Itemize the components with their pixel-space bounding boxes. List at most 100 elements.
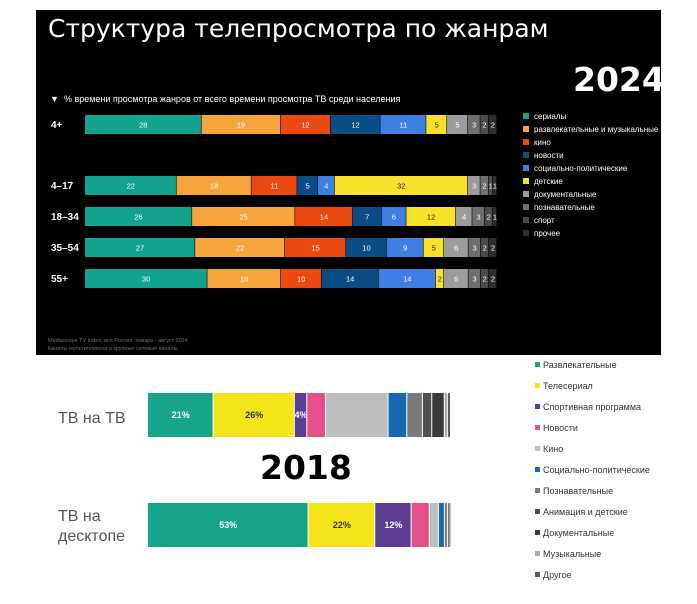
bar-value-label-2024: 19 (237, 121, 245, 130)
legend-swatch-2018 (535, 551, 540, 556)
bar-value-label-2024: 1 (489, 182, 493, 191)
source-line-2: Каналы мультиплексов и крупные сетевые к… (48, 346, 178, 352)
bar-segment-2024 (297, 176, 318, 195)
row-label-2024: 35–54 (51, 243, 79, 254)
legend-swatch-2024 (523, 165, 529, 171)
bar-value-label-2024: 2 (482, 121, 486, 130)
legend-swatch-2018 (535, 572, 540, 577)
bar-segment-2018 (438, 503, 444, 547)
bar-segment-2024 (85, 207, 192, 226)
legend-label-2018: Новости (543, 423, 578, 433)
legend-label-2024: документальные (534, 190, 597, 199)
bar-segment-2024 (455, 207, 472, 226)
bar-segment-2024 (467, 115, 480, 134)
bar-value-label-2024: 9 (403, 244, 407, 253)
legend-label-2018: Телесериал (543, 381, 593, 391)
bar-value-label-2024: 5 (306, 182, 310, 191)
bar-value-label-2024: 18 (210, 182, 218, 191)
legend-label-2024: спорт (534, 216, 555, 225)
bar-segment-2018 (148, 393, 213, 437)
bar-segment-2024 (192, 207, 295, 226)
subtitle-text: % времени просмотра жанров от всего врем… (63, 94, 401, 104)
legend-label-2018: Анимация и детские (543, 507, 628, 517)
bar-value-label-2018: 21% (172, 410, 190, 420)
bar-segment-2024 (346, 238, 387, 257)
legend-label-2024: кино (534, 138, 551, 147)
bar-segment-2018 (447, 503, 449, 547)
bar-value-label-2024: 2 (483, 275, 487, 284)
bar-segment-2024 (492, 176, 497, 195)
legend-swatch-2024 (523, 139, 529, 145)
bar-value-label-2018: 4% (295, 410, 308, 420)
row-label-2024: 55+ (51, 274, 68, 285)
row-label-2024: 4+ (51, 120, 63, 131)
bar-segment-2018 (432, 393, 444, 437)
legend-label-2024: развлекательные и музыкальные (534, 125, 659, 134)
bar-segment-2024 (330, 115, 380, 134)
bar-segment-2018 (375, 503, 411, 547)
bar-value-label-2018: 53% (219, 520, 237, 530)
bar-value-label-2024: 18 (240, 275, 248, 284)
bar-segment-2024 (334, 176, 468, 195)
bar-segment-2024 (484, 207, 493, 226)
chart-2024-subtitle: ▼ % времени просмотра жанров от всего вр… (50, 94, 400, 104)
bar-value-label-2024: 27 (136, 244, 144, 253)
bar-value-label-2024: 1 (493, 213, 497, 222)
bar-value-label-2024: 22 (236, 244, 244, 253)
bar-segment-2024 (472, 207, 485, 226)
bar-value-label-2024: 2 (438, 275, 442, 284)
legend-label-2024: новости (534, 151, 564, 160)
legend-label-2018: Другое (543, 570, 572, 580)
legend-swatch-2024 (523, 204, 529, 210)
bar-segment-2018 (294, 393, 307, 437)
legend-swatch-2024 (523, 126, 529, 132)
bar-value-label-2024: 5 (455, 121, 459, 130)
bar-value-label-2024: 25 (239, 213, 247, 222)
bar-segment-2018 (449, 503, 451, 547)
row-label-2018: ТВ на десктопе (58, 508, 125, 545)
source-line-1: Mediascope TV Index, вся Россия, январь … (48, 338, 188, 344)
legend-swatch-2018 (535, 383, 540, 388)
row-label-2024: 18–34 (51, 212, 79, 223)
bar-segment-2024 (201, 115, 280, 134)
bar-segment-2024 (423, 238, 444, 257)
legend-swatch-2018 (535, 530, 540, 535)
bar-value-label-2024: 1 (493, 182, 497, 191)
bar-segment-2024 (480, 176, 489, 195)
legend-label-2018: Кино (543, 444, 563, 454)
bar-segment-2018 (308, 503, 375, 547)
bar-segment-2024 (467, 176, 480, 195)
bar-value-label-2024: 7 (365, 213, 369, 222)
bar-segment-2018 (326, 393, 388, 437)
bar-segment-2024 (280, 269, 321, 288)
bar-segment-2024 (435, 269, 444, 288)
bar-value-label-2024: 14 (320, 213, 328, 222)
bar-value-label-2018: 12% (384, 520, 402, 530)
bar-value-label-2024: 11 (399, 121, 407, 130)
bar-segment-2024 (176, 176, 251, 195)
bar-value-label-2024: 3 (472, 182, 476, 191)
chart-2024-title: Структура телепросмотра по жанрам (48, 14, 549, 43)
legend-label-2024: социально-политические (534, 164, 628, 173)
bar-segment-2018 (407, 393, 422, 437)
bar-value-label-2024: 11 (270, 182, 278, 191)
bar-value-label-2024: 12 (427, 213, 435, 222)
bar-value-label-2024: 10 (362, 244, 370, 253)
bar-segment-2024 (295, 207, 353, 226)
bar-segment-2024 (380, 115, 426, 134)
bar-value-label-2024: 28 (139, 121, 147, 130)
bar-value-label-2024: 3 (476, 213, 480, 222)
bar-segment-2024 (492, 207, 497, 226)
bar-value-label-2024: 2 (491, 275, 495, 284)
bar-value-label-2024: 3 (472, 121, 476, 130)
legend-swatch-2018 (535, 362, 540, 367)
bar-segment-2024 (381, 207, 406, 226)
bar-segment-2024 (488, 176, 493, 195)
legend-swatch-2018 (535, 488, 540, 493)
bar-value-label-2024: 3 (472, 244, 476, 253)
bar-segment-2024 (85, 269, 207, 288)
bar-segment-2024 (352, 207, 382, 226)
bar-value-label-2024: 10 (297, 275, 305, 284)
legend-swatch-2018 (535, 446, 540, 451)
